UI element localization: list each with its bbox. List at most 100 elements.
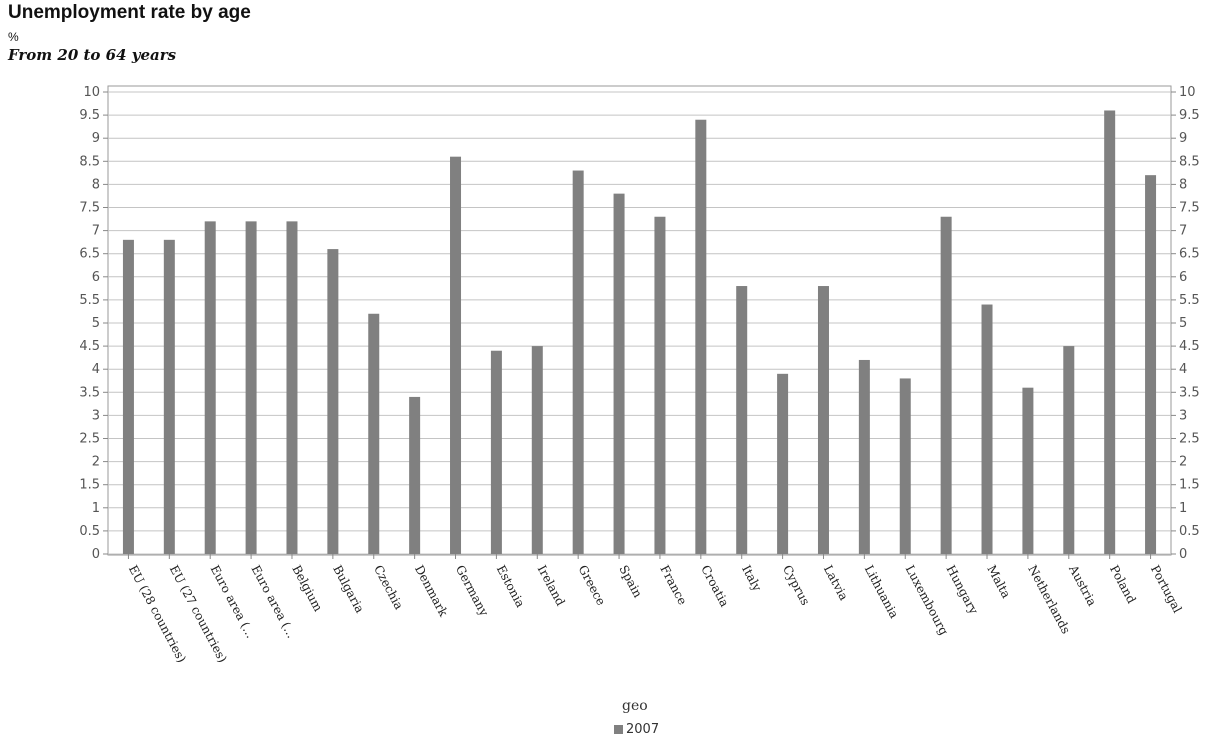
- x-tick-label: Estonia: [494, 563, 528, 610]
- chart-subtitle: From 20 to 64 years: [8, 46, 177, 64]
- y-tick-label: 7: [1179, 224, 1187, 239]
- y-tick-label: 4: [92, 362, 100, 377]
- legend: 2007: [614, 722, 659, 737]
- y-tick-label: 4.5: [1179, 339, 1200, 354]
- x-tick-label: Italy: [739, 563, 764, 594]
- y-tick-label: 7.5: [1179, 201, 1200, 216]
- bar: [572, 170, 584, 555]
- y-tick-label: 3.5: [79, 385, 100, 400]
- x-tick-label: Netherlands: [1025, 563, 1073, 636]
- y-tick-label: 3: [1179, 408, 1187, 423]
- bar: [122, 239, 134, 554]
- bar: [1104, 110, 1116, 554]
- bar: [245, 221, 257, 555]
- chart-unit: %: [8, 30, 19, 44]
- y-axis-right: 0 0.5 1 1.5 2 2.5 3 3.5 4 4.5 5 5.5 6 6.5 7 7.5 8 8.5 9 9.5…: [1171, 85, 1200, 562]
- y-tick-label: 1.5: [1179, 478, 1200, 493]
- x-axis-labels: EU (28 countries)EU (27 countries)Euro a…: [126, 554, 1185, 665]
- x-tick-label: Luxembourg: [903, 563, 952, 638]
- y-tick-label: 2.5: [79, 432, 100, 447]
- x-tick-label: Lithuania: [862, 563, 902, 621]
- y-tick-label: 10: [1179, 85, 1196, 100]
- bar: [654, 216, 666, 555]
- bar: [531, 346, 543, 554]
- y-tick-label: 6: [92, 270, 100, 285]
- y-tick-label: 5: [92, 316, 100, 331]
- bar: [1145, 175, 1157, 554]
- legend-swatch: [614, 725, 623, 734]
- bar: [368, 313, 380, 554]
- y-tick-label: 6.5: [1179, 247, 1200, 262]
- x-tick-label: Greece: [576, 563, 609, 608]
- bar: [450, 156, 462, 554]
- x-tick-label: Denmark: [412, 563, 451, 620]
- bar: [286, 221, 298, 555]
- y-tick-label: 0: [92, 547, 100, 562]
- y-tick-label: 8: [1179, 177, 1187, 192]
- bars: [122, 110, 1157, 555]
- bar: [817, 286, 829, 554]
- y-tick-label: 4: [1179, 362, 1187, 377]
- y-tick-label: 1.5: [79, 478, 100, 493]
- y-tick-label: 3: [92, 408, 100, 423]
- bar: [736, 286, 748, 554]
- x-tick-label: Hungary: [943, 563, 980, 617]
- x-axis-title: geo: [622, 698, 648, 714]
- y-tick-label: 2.5: [1179, 432, 1200, 447]
- y-tick-label: 9: [1179, 131, 1187, 146]
- y-tick-label: 7: [92, 224, 100, 239]
- legend-label: 2007: [626, 722, 660, 737]
- bar: [940, 216, 952, 555]
- y-tick-label: 9.5: [79, 108, 100, 123]
- x-tick-label: Croatia: [698, 563, 732, 609]
- x-tick-label: France: [657, 563, 689, 607]
- y-tick-label: 9.5: [1179, 108, 1200, 123]
- grid-lines: [108, 91, 1171, 555]
- bar: [327, 249, 339, 554]
- y-tick-label: 4.5: [79, 339, 100, 354]
- y-tick-label: 5.5: [79, 293, 100, 308]
- y-tick-label: 1: [1179, 501, 1187, 516]
- y-tick-label: 8.5: [1179, 154, 1200, 169]
- x-tick-label: Belgium: [289, 563, 325, 615]
- bar: [777, 373, 789, 554]
- y-axis-left: 0 0.5 1 1.5 2 2.5 3 3.5 4 4.5 5 5.5 6 6.5 7 7.5 8 8.5 9 9.5…: [79, 85, 108, 562]
- y-tick-label: 2: [92, 455, 100, 470]
- y-tick-label: 3.5: [1179, 385, 1200, 400]
- y-tick-label: 0: [1179, 547, 1187, 562]
- bar: [1022, 387, 1034, 554]
- x-tick-label: Spain: [616, 563, 645, 600]
- bar: [490, 350, 502, 554]
- bar: [899, 378, 911, 554]
- x-tick-label: Austria: [1066, 562, 1100, 608]
- bar: [163, 239, 175, 554]
- y-tick-label: 8.5: [79, 154, 100, 169]
- y-tick-label: 2: [1179, 455, 1187, 470]
- plot-area: [107, 85, 1172, 556]
- x-tick-label: Czechia: [371, 563, 406, 612]
- y-tick-label: 0.5: [79, 524, 100, 539]
- y-tick-label: 8: [92, 177, 100, 192]
- bar: [858, 359, 870, 554]
- bar: [613, 193, 625, 554]
- bar: [981, 304, 993, 554]
- y-tick-label: 5.5: [1179, 293, 1200, 308]
- y-tick-label: 10: [83, 85, 100, 100]
- y-tick-label: 7.5: [79, 201, 100, 216]
- bar: [1063, 346, 1075, 554]
- bar: [695, 119, 707, 554]
- bar: [204, 221, 216, 555]
- chart-title: Unemployment rate by age: [8, 2, 251, 23]
- y-tick-label: 6.5: [79, 247, 100, 262]
- y-tick-label: 9: [92, 131, 100, 146]
- x-tick-label: Cyprus: [780, 563, 813, 608]
- x-tick-label: Germany: [453, 563, 492, 619]
- x-tick-label: Latvia: [821, 563, 851, 603]
- bar: [409, 396, 421, 554]
- x-tick-label: Ireland: [535, 563, 568, 609]
- y-tick-label: 5: [1179, 316, 1187, 331]
- x-tick-label: Portugal: [1148, 563, 1185, 615]
- x-tick-label: Bulgaria: [330, 563, 367, 615]
- x-tick-label: Malta: [984, 563, 1013, 601]
